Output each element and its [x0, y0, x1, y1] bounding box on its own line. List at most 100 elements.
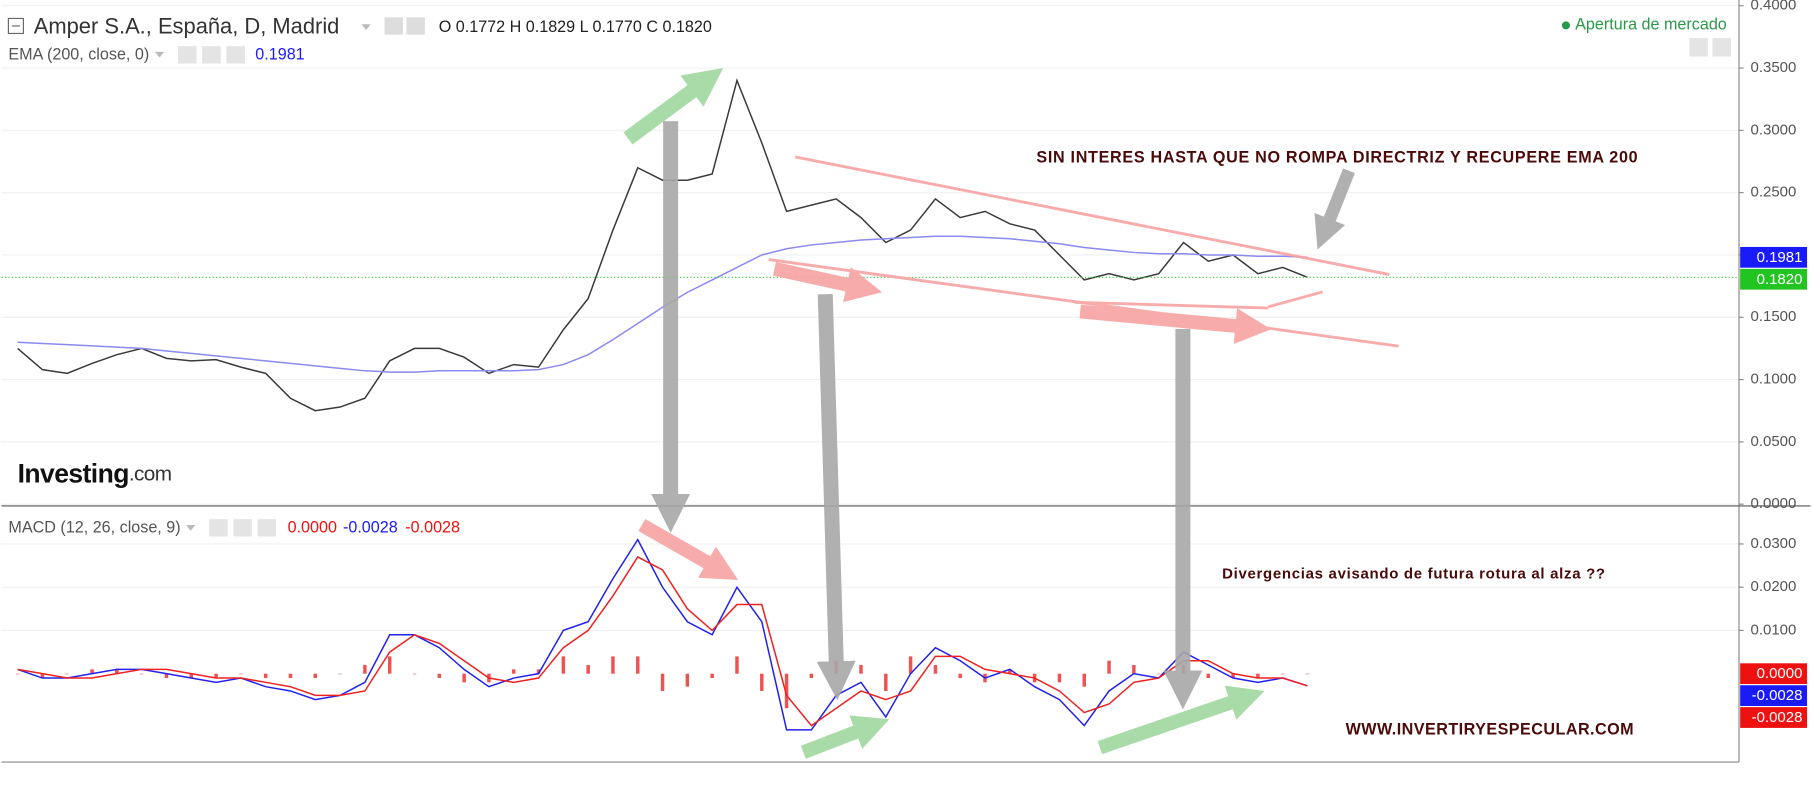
visibility-icon[interactable] — [177, 46, 197, 64]
histogram-bar — [40, 673, 45, 679]
histogram-bar — [288, 673, 293, 679]
y-tick-label: 0.3000 — [1751, 121, 1797, 138]
dropdown[interactable] — [361, 24, 371, 30]
status-dot — [1561, 21, 1570, 30]
dropdown[interactable] — [186, 524, 196, 531]
histogram-bar — [735, 656, 739, 674]
visibility-icon[interactable] — [209, 519, 228, 537]
readout: 0.1981 — [255, 46, 304, 64]
price-tag-label: 0.1820 — [1757, 271, 1803, 288]
y-tick-label: 0.0500 — [1751, 433, 1797, 450]
trendline — [794, 155, 1390, 277]
histogram-bar — [90, 669, 94, 674]
legend-entry: EMA (200, close, 0) — [8, 46, 149, 64]
histogram-bar — [239, 673, 243, 675]
histogram-bar — [1231, 673, 1235, 679]
price-tag — [1740, 268, 1808, 290]
indicator-label: MACD (12, 26, close, 9) — [8, 519, 180, 537]
arrow — [1079, 304, 1272, 344]
histogram-bar — [1256, 673, 1260, 679]
y-tick-label: 0.1000 — [1751, 371, 1797, 388]
visibility-icon[interactable] — [384, 17, 403, 35]
histogram-bar — [15, 673, 20, 675]
annotation: Divergencias avisando de futura rotura a… — [1222, 566, 1606, 583]
series-line — [17, 555, 1308, 727]
annotation: SIN INTERES HASTA QUE NO ROMPA DIRECTRIZ… — [1036, 148, 1638, 166]
price-tags: 0.1981 0.1820 0.0000 -0.0028 -0.0028 — [1740, 246, 1808, 728]
price-tag — [1740, 246, 1808, 268]
series-line — [17, 235, 1308, 373]
arrow — [638, 518, 739, 581]
histogram-bar — [139, 673, 144, 675]
histogram-bar — [1206, 673, 1211, 679]
grid — [1, 5, 1744, 632]
histogram-bar — [387, 656, 392, 674]
histogram-bar — [859, 665, 863, 674]
collapse-icon[interactable] — [7, 17, 24, 35]
histogram-bar — [189, 673, 193, 679]
arrow — [1097, 685, 1265, 755]
histogram-bar — [536, 669, 541, 674]
logo: Investing.com — [18, 458, 172, 488]
marks: 0.40000.35000.30000.25000.20000.15000.10… — [1, 0, 1797, 731]
trendline — [1267, 290, 1323, 309]
histogram-bar — [586, 665, 590, 674]
settings-icon[interactable] — [202, 46, 221, 64]
settings-icon[interactable] — [233, 519, 252, 537]
histogram-bar — [1008, 669, 1012, 674]
histogram-bar — [462, 673, 466, 683]
y-tick-label: 0.0100 — [1751, 621, 1797, 638]
histogram-bar — [164, 673, 169, 679]
settings-icon[interactable] — [406, 17, 425, 35]
histogram-bar — [660, 673, 665, 691]
ohlc-readout: O 0.1772 H 0.1829 L 0.1770 C 0.1820 — [439, 18, 712, 36]
histogram-bar — [784, 673, 789, 709]
histogram-bar — [313, 673, 318, 679]
readout: -0.0028 — [343, 519, 398, 537]
histogram-bar — [933, 665, 938, 674]
histogram-bar — [1057, 673, 1062, 683]
histogram-bar — [1082, 673, 1086, 687]
histogram-bar — [710, 673, 714, 679]
histogram-bar — [685, 673, 690, 687]
histogram-bar — [908, 656, 913, 674]
logo-suffix: .com — [129, 463, 172, 486]
y-tick-label: 0.0000 — [1751, 495, 1797, 512]
y-tick-label: 0.0300 — [1751, 535, 1797, 552]
histogram-bar — [1156, 673, 1161, 675]
scroll-icon[interactable] — [1689, 38, 1708, 57]
histogram-bar — [512, 669, 516, 674]
y-tick-label: 0.4000 — [1751, 0, 1797, 14]
histogram-bar — [760, 673, 764, 691]
arrow — [773, 262, 883, 303]
histogram-bar — [611, 656, 615, 674]
histogram-bar — [958, 673, 962, 679]
histogram-bar — [412, 673, 417, 675]
price-tag-label: -0.0028 — [1752, 709, 1803, 726]
histogram-bar — [115, 669, 119, 674]
watermark: WWW.INVERTIRYESPECULAR.COM — [1346, 721, 1634, 739]
arrow — [800, 715, 890, 759]
price-tag — [1740, 707, 1808, 728]
remove-icon[interactable] — [226, 46, 245, 64]
remove-icon[interactable] — [257, 519, 277, 537]
histogram-bar — [636, 656, 640, 674]
arrow — [1314, 168, 1355, 250]
trendline — [1074, 300, 1269, 310]
histogram-bar — [338, 673, 342, 675]
readout: -0.0028 — [405, 519, 460, 537]
arrow — [816, 293, 856, 701]
histogram-bar — [809, 673, 814, 679]
readout: 0.0000 — [288, 519, 337, 537]
price-tag-label: 0.0000 — [1757, 665, 1803, 682]
chart-title: Amper S.A., España, D, Madrid — [34, 13, 340, 38]
histogram-bar — [214, 673, 218, 679]
histogram-bar — [363, 665, 367, 674]
y-tick-label: 0.3500 — [1751, 59, 1797, 76]
dropdown[interactable] — [154, 51, 165, 58]
price-tag — [1740, 663, 1808, 685]
y-tick-label: 0.1500 — [1751, 308, 1797, 325]
scroll-icon[interactable] — [1712, 38, 1731, 57]
